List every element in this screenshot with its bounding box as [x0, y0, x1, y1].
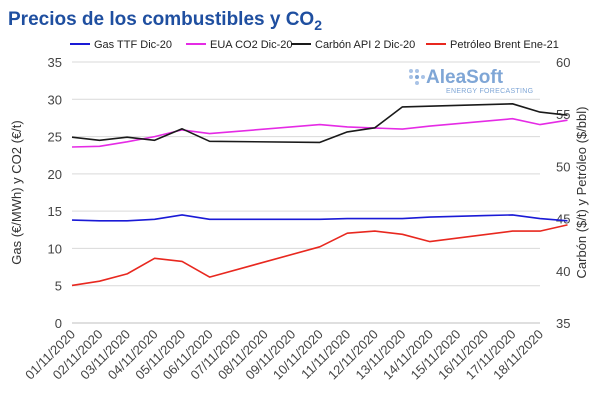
y-left-tick-label: 20 — [48, 167, 62, 182]
y-left-tick-label: 35 — [48, 55, 62, 70]
y-left-tick-label: 0 — [55, 316, 62, 331]
series-line-3 — [71, 224, 568, 287]
y-left-tick-label: 30 — [48, 92, 62, 107]
aleasoft-logo: AleaSoft ENERGY FORECASTING — [409, 67, 533, 95]
y-left-axis-label: Gas (€/MWh) y CO2 (€/t) — [9, 120, 24, 264]
logo-name: AleaSoft — [426, 67, 504, 88]
y-right-tick-label: 50 — [556, 159, 570, 174]
legend-label: Carbón API 2 Dic-20 — [315, 39, 415, 51]
series-line-2 — [71, 103, 568, 144]
y-right-tick-label: 60 — [556, 55, 570, 70]
chart-title-main: Precios de los combustibles y CO — [8, 9, 314, 30]
series-line-0 — [71, 214, 568, 222]
series-lines — [71, 103, 568, 287]
series-line-1 — [71, 117, 568, 148]
legend: Gas TTF Dic-20 EUA CO2 Dic-20 Carbón API 2… — [70, 39, 559, 51]
chart-title-subscript: 2 — [314, 17, 322, 33]
y-left-tick-label: 10 — [48, 241, 62, 256]
y-left-tick-label: 25 — [48, 130, 62, 145]
legend-label: Gas TTF Dic-20 — [94, 39, 172, 51]
gridlines — [72, 61, 540, 324]
y-left-tick-label: 5 — [55, 279, 62, 294]
chart-title: Precios de los combustibles y CO2 — [8, 9, 322, 33]
y-right-axis-label: Carbón ($/t) y Petróleo ($/bbl) — [574, 107, 589, 279]
y-right-tick-label: 45 — [556, 212, 570, 227]
y-left-tick-label: 15 — [48, 204, 62, 219]
logo-tagline: ENERGY FORECASTING — [446, 88, 533, 95]
logo-dots-icon — [409, 69, 425, 85]
y-right-tick-label: 40 — [556, 264, 570, 279]
legend-label: Petróleo Brent Ene-21 — [450, 39, 559, 51]
legend-label: EUA CO2 Dic-20 — [210, 39, 293, 51]
y-right-tick-label: 35 — [556, 316, 570, 331]
